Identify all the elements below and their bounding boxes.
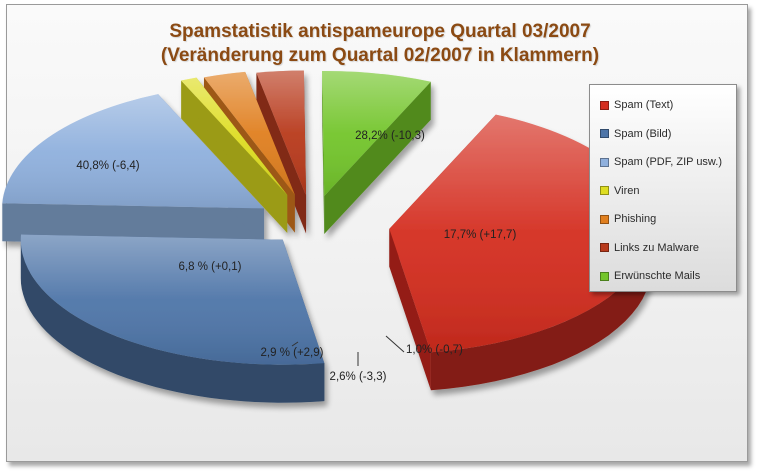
legend-swatch bbox=[600, 214, 609, 224]
chart-title-line-1: Spamstatistik antispameurope Quartal 03/… bbox=[169, 21, 591, 42]
legend-item-2: Spam (Bild) bbox=[600, 120, 736, 149]
data-label-5: 2,6% (-3,3) bbox=[330, 371, 387, 383]
data-label-3: 17,7% (+17,7) bbox=[444, 229, 517, 241]
legend-swatch bbox=[600, 100, 609, 110]
legend-item-7: Erwünschte Mails bbox=[600, 262, 736, 291]
data-label-4: 1,0% (-0,7) bbox=[406, 344, 463, 356]
legend-label: Spam (PDF, ZIP usw.) bbox=[614, 156, 722, 169]
legend-swatch bbox=[600, 243, 609, 253]
data-label-2: 28,2% (-10,3) bbox=[355, 130, 425, 142]
legend-swatch bbox=[600, 129, 609, 139]
legend-swatch bbox=[600, 271, 609, 281]
leader-line-6 bbox=[291, 341, 299, 347]
pie-slice-1 bbox=[389, 114, 652, 391]
pie-slice-2 bbox=[20, 234, 325, 403]
data-label-6: 2,9 % (+2,9) bbox=[261, 347, 324, 359]
data-label-1: 40,8% (-6,4) bbox=[76, 160, 139, 172]
chart-title: Spamstatistik antispameurope Quartal 03/… bbox=[0, 20, 760, 68]
legend-label: Links zu Malware bbox=[614, 241, 699, 254]
pie-slice-4 bbox=[181, 77, 288, 233]
legend-item-4: Viren bbox=[600, 177, 736, 206]
legend-label: Phishing bbox=[614, 213, 657, 226]
chart-legend: Spam (Text) Spam (Bild) Spam (PDF, ZIP usw… bbox=[589, 84, 737, 292]
legend-item-5: Phishing bbox=[600, 205, 736, 234]
legend-label: Viren bbox=[614, 184, 640, 197]
legend-label: Spam (Text) bbox=[614, 99, 674, 112]
legend-label: Spam (Bild) bbox=[614, 127, 672, 140]
legend-swatch bbox=[600, 186, 609, 196]
legend-item-3: Spam (PDF, ZIP usw.) bbox=[600, 148, 736, 177]
legend-item-1: Spam (Text) bbox=[600, 91, 736, 120]
leader-line-4 bbox=[385, 335, 405, 353]
legend-item-6: Links zu Malware bbox=[600, 234, 736, 263]
chart-title-line-2: (Veränderung zum Quartal 02/2007 in Klam… bbox=[160, 45, 600, 66]
pie-slice-7 bbox=[322, 70, 431, 234]
data-label-7: 6,8 % (+0,1) bbox=[179, 261, 242, 273]
legend-label: Erwünschte Mails bbox=[614, 270, 701, 283]
legend-swatch bbox=[600, 157, 609, 167]
